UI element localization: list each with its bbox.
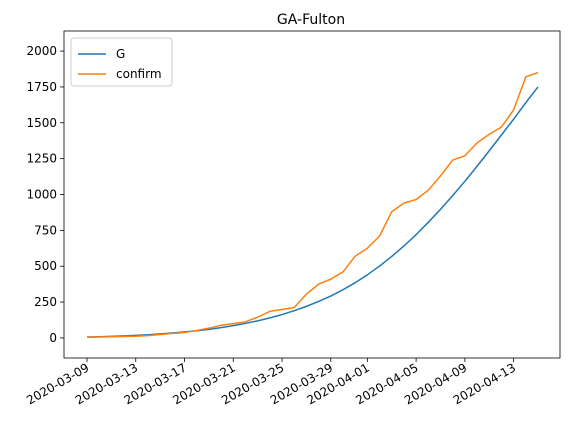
legend-label: confirm [116,67,162,81]
y-tick-label: 1500 [26,116,57,130]
legend-label: G [116,47,125,61]
series-line-G [86,86,539,338]
x-axis: 2020-03-092020-03-132020-03-172020-03-21… [24,358,518,407]
y-axis: 0 250 500 750 1000 1250 1500 1750 2000 [26,44,64,345]
chart-title: GA-Fulton [277,12,345,28]
y-tick-label: 1250 [26,152,57,166]
y-tick-label: 500 [34,259,57,273]
y-tick-label: 250 [34,295,57,309]
y-tick-label: 0 [49,331,57,345]
y-tick-label: 1750 [26,80,57,94]
y-tick-label: 2000 [26,44,57,58]
y-tick-label: 750 [34,223,57,237]
y-tick-label: 1000 [26,188,57,202]
series-line-confirm [86,71,539,338]
